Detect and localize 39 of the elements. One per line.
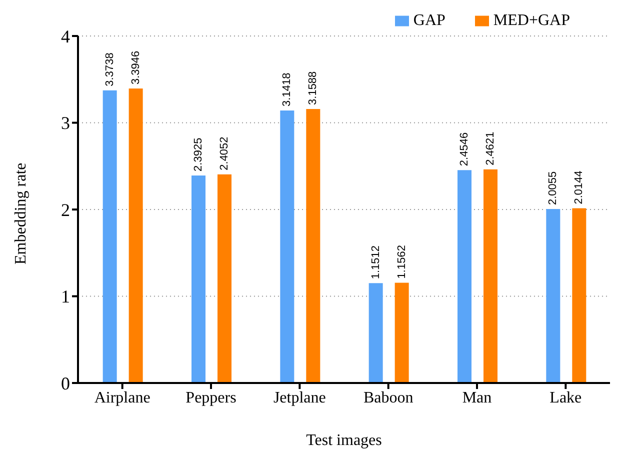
- y-tick-label: 1: [61, 286, 70, 307]
- x-axis-title: Test images: [306, 432, 382, 449]
- data-label: 2.0144: [573, 170, 586, 204]
- data-label: 2.3925: [192, 138, 204, 172]
- bar: [368, 283, 383, 383]
- bar: [217, 174, 232, 383]
- bar: [306, 108, 320, 383]
- x-tick-label: Airplane: [94, 389, 150, 406]
- y-tick-label: 3: [61, 113, 70, 134]
- x-tick-label: Jetplane: [273, 389, 326, 406]
- data-label: 1.1512: [370, 245, 382, 280]
- data-label: 1.1562: [396, 245, 408, 279]
- x-tick-label: Lake: [550, 389, 582, 406]
- data-label: 3.3946: [130, 50, 142, 85]
- bar: [457, 170, 472, 383]
- bar: [191, 175, 206, 383]
- data-label: 2.4052: [218, 136, 230, 170]
- bar: [394, 282, 409, 383]
- data-label: 3.1418: [281, 72, 294, 106]
- x-tick-label: Peppers: [186, 389, 236, 406]
- bar: [483, 169, 498, 383]
- data-label: 2.4546: [458, 132, 470, 166]
- data-label: 2.4621: [484, 132, 496, 166]
- bar: [102, 90, 117, 383]
- bar: [128, 88, 143, 383]
- bar: [280, 110, 294, 383]
- legend-label: GAP: [413, 12, 446, 29]
- y-tick-label: 2: [61, 200, 70, 220]
- data-label: 3.1588: [307, 71, 320, 105]
- data-label: 3.3738: [104, 52, 116, 86]
- data-label: 2.0055: [547, 171, 560, 206]
- bar: [546, 209, 560, 383]
- y-tick-label: 4: [61, 26, 70, 46]
- x-tick-label: Man: [462, 389, 492, 406]
- bar: [572, 208, 586, 383]
- x-tick-label: Baboon: [363, 389, 414, 406]
- y-axis-title: Embedding rate: [12, 162, 30, 264]
- legend-label: MED+GAP: [493, 12, 570, 29]
- y-tick-label: 0: [61, 373, 70, 394]
